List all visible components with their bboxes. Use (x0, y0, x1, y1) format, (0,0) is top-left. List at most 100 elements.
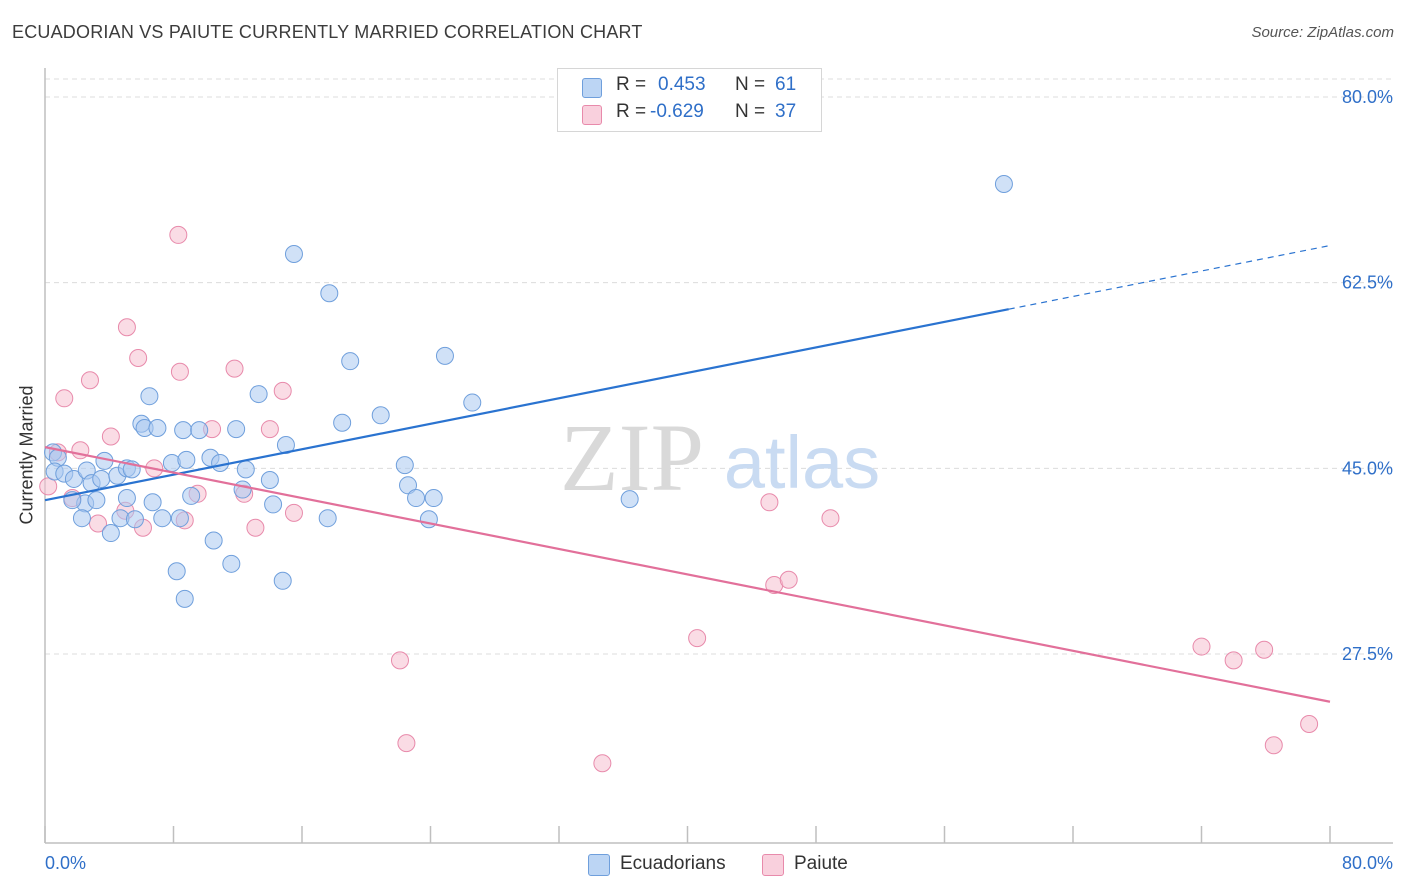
n-label: N = (735, 74, 766, 95)
ecuadorian-point (233, 480, 252, 499)
paiute-point (225, 359, 244, 378)
pink-swatch-icon (762, 854, 784, 876)
paiute-point (1192, 637, 1211, 656)
ecuadorian-point (435, 346, 454, 365)
blue-swatch-icon (588, 854, 610, 876)
ecuadorian-point (227, 420, 246, 439)
ecuadorian-point (190, 421, 209, 440)
ecuadorian-point (148, 419, 167, 438)
x-tick-label: 80.0% (1342, 853, 1393, 873)
paiute-point (1264, 736, 1283, 755)
paiute-point (246, 518, 265, 537)
ecuadorian-point (72, 509, 91, 528)
ecuadorian-point (211, 454, 230, 473)
ecuadorian-point (333, 413, 352, 432)
legend-row-ecuadorians: R = 0.453 N = 61 (582, 74, 812, 100)
ecuadorian-point (175, 589, 194, 608)
ecuadorian-point (204, 531, 223, 550)
paiute-point (80, 371, 99, 390)
x-tick-label: 0.0% (45, 853, 86, 873)
ecuadorian-point (92, 469, 111, 488)
blue-swatch-icon (582, 78, 602, 98)
ecuadorian-trend-line (44, 308, 1009, 502)
ecuadorian-points (44, 174, 1013, 608)
ecuadorian-point (101, 524, 120, 543)
ecuadorian-point (117, 489, 136, 508)
ecuadorian-point (177, 450, 196, 469)
r-value: 0.453 (658, 74, 706, 95)
bottom-legend-ecuadorians: Ecuadorians (588, 852, 748, 878)
r-label: R = (616, 101, 647, 122)
paiute-point (1255, 640, 1274, 659)
paiute-point (89, 514, 108, 533)
pink-swatch-icon (582, 105, 602, 125)
ecuadorian-point (395, 456, 414, 475)
ecuadorian-point (87, 491, 106, 510)
ecuadorian-point (424, 489, 443, 508)
source-label: Source: ZipAtlas.com (1251, 24, 1394, 41)
ecuadorian-point (125, 510, 144, 529)
paiute-point (284, 503, 303, 522)
watermark-atlas: atlas (724, 421, 880, 504)
paiute-point (779, 570, 798, 589)
paiute-point (593, 754, 612, 773)
ecuadorian-point (236, 460, 255, 479)
y-tick-label: 45.0% (1342, 458, 1393, 478)
ecuadorian-point (463, 393, 482, 412)
ecuadorian-point (371, 406, 390, 425)
y-axis-label: Currently Married (16, 385, 37, 525)
ecuadorian-point (167, 562, 186, 581)
watermark: ZIP atlas (560, 404, 880, 511)
r-value: -0.629 (650, 101, 704, 122)
y-tick-label: 80.0% (1342, 87, 1393, 107)
ecuadorian-point (620, 490, 639, 509)
ecuadorian-point (994, 174, 1013, 193)
ecuadorian-point (140, 387, 159, 406)
axes (44, 68, 1393, 844)
paiute-point (390, 651, 409, 670)
paiute-point (397, 734, 416, 753)
paiute-point (821, 509, 840, 528)
ecuadorian-point (320, 284, 339, 303)
ecuadorian-point (284, 245, 303, 264)
n-value: 61 (775, 74, 797, 95)
legend-row-paiute: R = -0.629 N = 37 (582, 101, 812, 127)
chart-title: ECUADORIAN VS PAIUTE CURRENTLY MARRIED C… (12, 22, 643, 42)
n-label: N = (735, 101, 766, 122)
ecuadorian-point (407, 489, 426, 508)
paiute-point (170, 362, 189, 381)
ecuadorian-point (64, 469, 83, 488)
y-tick-label: 62.5% (1342, 273, 1393, 293)
ecuadorian-point (399, 476, 418, 495)
paiute-point (55, 389, 74, 408)
ecuadorian-point (143, 493, 162, 512)
paiute-point (169, 225, 188, 244)
stats-legend: R = 0.453 N = 61 R = -0.629 N = 37 (557, 68, 822, 132)
bottom-legend-paiute: Paiute (762, 852, 872, 878)
y-tick-label: 27.5% (1342, 644, 1393, 664)
paiute-point (129, 348, 148, 367)
trend-lines (44, 244, 1331, 703)
paiute-point (273, 381, 292, 400)
series-label: Ecuadorians (620, 853, 726, 874)
ecuadorian-point (273, 571, 292, 590)
ecuadorian-point (222, 554, 241, 573)
paiute-point (1300, 715, 1319, 734)
paiute-point (117, 318, 136, 337)
ecuadorian-point (260, 471, 279, 490)
ecuadorian-point (182, 486, 201, 505)
paiute-point (101, 427, 120, 446)
ecuadorian-trend-extension (1008, 244, 1331, 310)
ecuadorian-point (264, 495, 283, 514)
paiute-point (39, 477, 58, 496)
paiute-trend-line (44, 446, 1331, 703)
ecuadorian-point (153, 509, 172, 528)
ecuadorian-point (170, 509, 189, 528)
paiute-point (1224, 651, 1243, 670)
paiute-point (760, 493, 779, 512)
series-label: Paiute (794, 853, 848, 874)
n-value: 37 (775, 101, 797, 122)
ecuadorian-point (249, 385, 268, 404)
ecuadorian-point (318, 509, 337, 528)
